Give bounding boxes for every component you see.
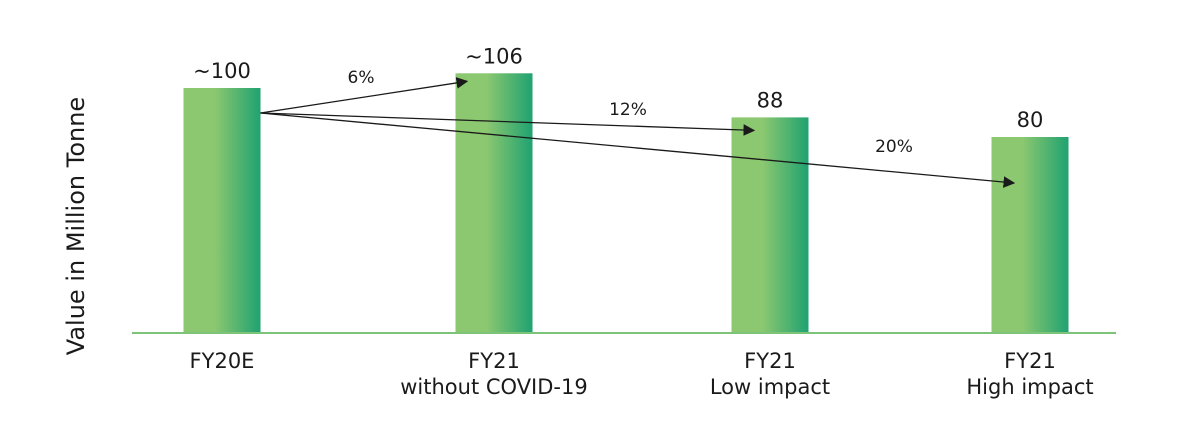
bar-2 bbox=[731, 117, 809, 334]
x-tick-label-3-1: High impact bbox=[966, 375, 1093, 399]
x-tick-label-2-1: Low impact bbox=[710, 375, 830, 399]
value-label-2: 88 bbox=[757, 88, 784, 112]
value-label-1: ~106 bbox=[465, 44, 523, 68]
change-label-2: 20% bbox=[875, 137, 913, 157]
change-label-0: 6% bbox=[348, 68, 375, 88]
x-tick-label-1-1: without COVID-19 bbox=[400, 375, 587, 399]
y-axis-label: Value in Million Tonne bbox=[62, 97, 90, 355]
bar-3 bbox=[991, 137, 1069, 333]
x-tick-label-2-0: FY21 bbox=[744, 349, 796, 373]
x-tick-label-3-0: FY21 bbox=[1004, 349, 1056, 373]
value-label-3: 80 bbox=[1017, 108, 1044, 132]
x-tick-label-1-0: FY21 bbox=[468, 349, 520, 373]
change-arrow-0 bbox=[260, 77, 469, 114]
change-arrow-1 bbox=[260, 112, 756, 136]
bars-layer bbox=[183, 73, 1069, 334]
change-arrow-2 bbox=[260, 112, 1016, 188]
change-label-1: 12% bbox=[609, 100, 647, 120]
bar-1 bbox=[455, 73, 533, 334]
value-label-0: ~100 bbox=[193, 59, 251, 83]
bar-0 bbox=[183, 88, 261, 333]
x-tick-label-0-0: FY20E bbox=[190, 349, 255, 373]
change-arrows-layer bbox=[260, 77, 1016, 188]
